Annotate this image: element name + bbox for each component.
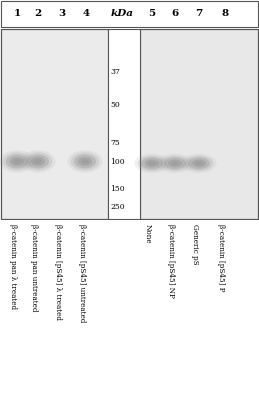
Text: Generic pS: Generic pS <box>191 224 199 265</box>
Ellipse shape <box>168 159 182 167</box>
Ellipse shape <box>138 155 166 171</box>
Text: 150: 150 <box>110 185 125 193</box>
Text: 37: 37 <box>110 68 120 76</box>
Ellipse shape <box>24 152 52 171</box>
Ellipse shape <box>27 154 49 168</box>
Ellipse shape <box>31 157 45 166</box>
Text: 7: 7 <box>195 10 203 18</box>
Ellipse shape <box>34 159 42 164</box>
Text: 2: 2 <box>34 10 42 18</box>
Ellipse shape <box>6 154 28 168</box>
Text: β-catenin pan λ treated: β-catenin pan λ treated <box>9 224 17 309</box>
Bar <box>140 29 258 219</box>
Text: β-catenin [pS45] untreated: β-catenin [pS45] untreated <box>78 224 86 322</box>
Text: 100: 100 <box>110 158 125 166</box>
Ellipse shape <box>181 154 217 173</box>
Ellipse shape <box>195 161 203 166</box>
Text: None: None <box>144 224 152 244</box>
Ellipse shape <box>134 154 170 173</box>
Bar <box>108 29 140 219</box>
Bar <box>1 29 108 219</box>
Ellipse shape <box>0 150 35 173</box>
Ellipse shape <box>67 150 103 173</box>
Text: 75: 75 <box>110 139 120 147</box>
Text: 8: 8 <box>221 10 228 18</box>
Ellipse shape <box>13 159 21 164</box>
Text: 250: 250 <box>110 203 125 211</box>
Ellipse shape <box>141 157 163 169</box>
Ellipse shape <box>161 155 189 171</box>
Ellipse shape <box>145 159 159 167</box>
Text: kDa: kDa <box>111 10 133 18</box>
Ellipse shape <box>20 150 56 173</box>
Text: 5: 5 <box>148 10 156 18</box>
Text: 4: 4 <box>82 10 90 18</box>
Text: 6: 6 <box>171 10 179 18</box>
Ellipse shape <box>157 154 193 173</box>
Ellipse shape <box>71 152 99 171</box>
Ellipse shape <box>78 157 92 166</box>
Ellipse shape <box>164 157 186 169</box>
Ellipse shape <box>185 155 213 171</box>
Ellipse shape <box>3 152 31 171</box>
Ellipse shape <box>171 161 179 166</box>
Ellipse shape <box>192 159 206 167</box>
Ellipse shape <box>148 161 156 166</box>
Ellipse shape <box>10 157 24 166</box>
Ellipse shape <box>81 159 89 164</box>
Text: 1: 1 <box>13 10 21 18</box>
Text: β-catenin pan untreated: β-catenin pan untreated <box>30 224 38 311</box>
Text: β-catenin [pS45] P: β-catenin [pS45] P <box>217 224 225 291</box>
Ellipse shape <box>74 154 96 168</box>
Text: 50: 50 <box>110 101 120 109</box>
Ellipse shape <box>188 157 210 169</box>
Text: β-catenin [pS45] NP: β-catenin [pS45] NP <box>167 224 175 298</box>
Text: 3: 3 <box>59 10 66 18</box>
Text: β-catenin [pS45] λ treated: β-catenin [pS45] λ treated <box>54 224 62 320</box>
